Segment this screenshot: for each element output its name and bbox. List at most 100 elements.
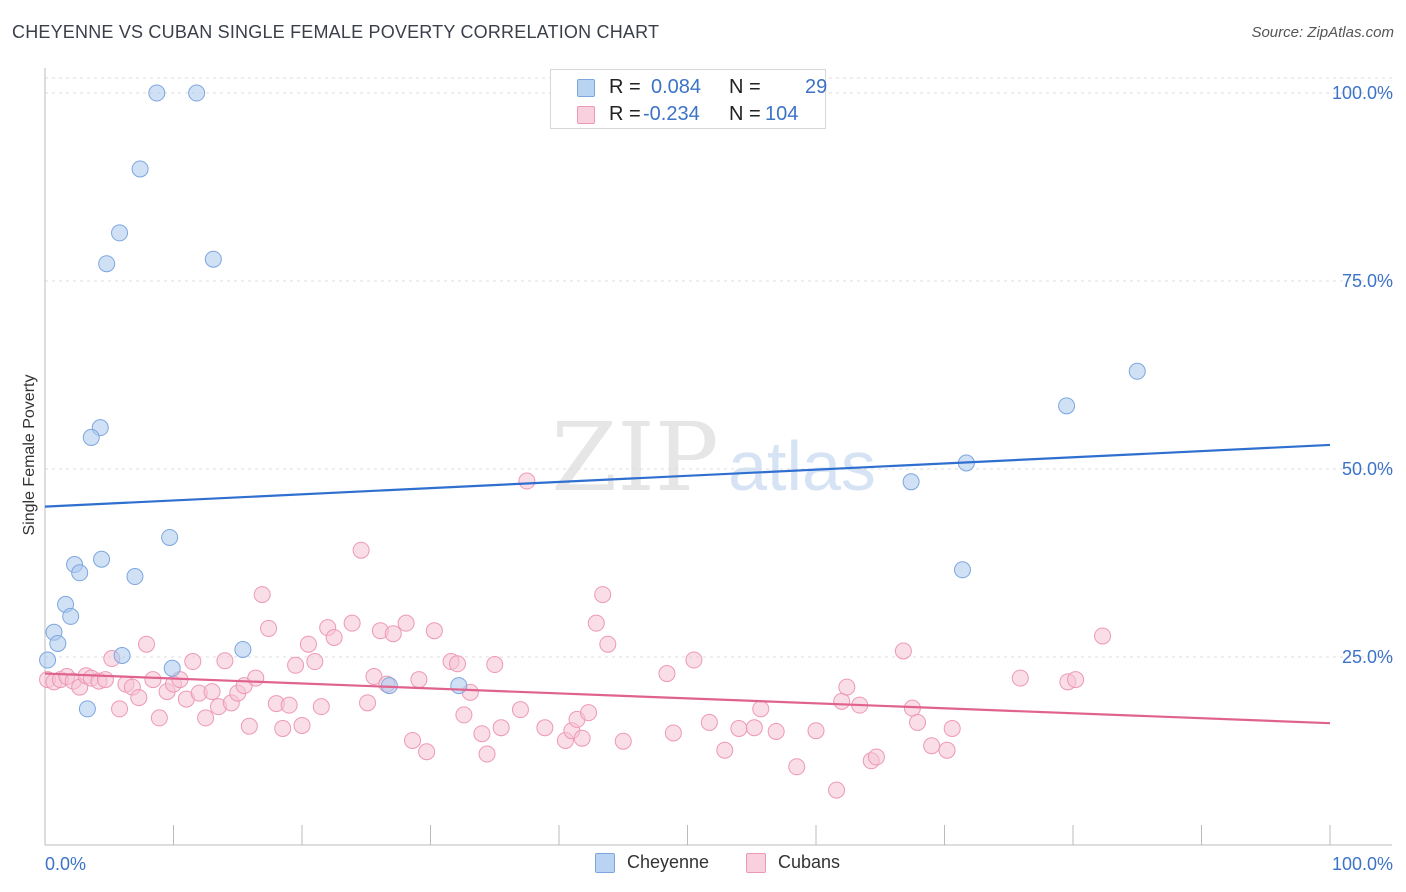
cubans-point [352, 541, 370, 559]
cubans-point [1011, 669, 1029, 687]
cubans-point [486, 656, 504, 674]
cubans-point [247, 669, 265, 687]
r-value: -0.234 [643, 103, 700, 125]
cubans-point [909, 713, 927, 731]
cubans-trend-line [44, 672, 1331, 725]
cubans-point [359, 694, 377, 712]
cubans-point [130, 689, 148, 707]
cheyenne-point [78, 700, 96, 718]
cubans-point [938, 741, 956, 759]
cubans-point [664, 724, 682, 742]
cheyenne-point [111, 224, 129, 242]
source-note: Source: ZipAtlas.com [1251, 24, 1394, 41]
cubans-point [397, 614, 415, 632]
cheyenne-point [71, 564, 89, 582]
n-value: 104 [765, 103, 799, 125]
cheyenne-point [161, 528, 179, 546]
n-value: 29 [805, 76, 828, 98]
cubans-point [1067, 671, 1085, 689]
cubans-swatch [577, 106, 595, 124]
cheyenne-point [163, 659, 181, 677]
cheyenne-swatch [595, 853, 615, 873]
x-tick-label: 0.0% [45, 854, 86, 874]
r-value: 0.084 [651, 76, 702, 98]
stats-legend-row-cheyenne: R = 0.084 N = 29 [551, 75, 828, 101]
cubans-point [730, 719, 748, 737]
cubans-point [511, 701, 529, 719]
cheyenne-point [953, 561, 971, 579]
cubans-point [745, 719, 763, 737]
cubans-point [365, 668, 383, 686]
cheyenne-point [1058, 397, 1076, 415]
cubans-point [325, 628, 343, 646]
cubans-point [448, 655, 466, 673]
y-tick-label: 100.0% [1332, 83, 1393, 103]
cubans-point [833, 692, 851, 710]
cubans-point [767, 722, 785, 740]
r-label: R = [609, 76, 641, 98]
cubans-point [260, 619, 278, 637]
cubans-point [658, 665, 676, 683]
n-label: N = [729, 103, 761, 125]
cubans-point [614, 732, 632, 750]
cubans-point [867, 748, 885, 766]
cubans-point [404, 731, 422, 749]
cheyenne-point [113, 647, 131, 665]
cubans-point [752, 700, 770, 718]
cubans-point [518, 472, 536, 490]
cubans-point [280, 696, 298, 714]
x-tick-label: 100.0% [1332, 854, 1393, 874]
cubans-point [138, 635, 156, 653]
cubans-point [455, 706, 473, 724]
cheyenne-point [49, 634, 67, 652]
cubans-point [312, 698, 330, 716]
cheyenne-point [98, 255, 116, 273]
cubans-point [894, 642, 912, 660]
cubans-point [197, 709, 215, 727]
cubans-point [923, 737, 941, 755]
cubans-point [536, 719, 554, 737]
cheyenne-point [902, 473, 920, 491]
cubans-point [144, 671, 162, 689]
cubans-point [587, 614, 605, 632]
cheyenne-swatch [577, 79, 595, 97]
cubans-point [287, 656, 305, 674]
cubans-point [299, 635, 317, 653]
cubans-point [580, 704, 598, 722]
cheyenne-point [82, 428, 100, 446]
legend-label-cheyenne: Cheyenne [627, 852, 710, 872]
y-tick-label: 50.0% [1342, 459, 1393, 479]
cubans-point [838, 678, 856, 696]
cubans-point [716, 741, 734, 759]
cubans-point [203, 683, 221, 701]
cubans-point [425, 622, 443, 640]
cheyenne-point [204, 250, 222, 268]
cubans-point [111, 700, 129, 718]
cheyenne-point [234, 640, 252, 658]
cubans-swatch [746, 853, 766, 873]
cheyenne-trend-line [44, 443, 1331, 508]
y-tick-label: 75.0% [1342, 271, 1393, 291]
cubans-point [685, 651, 703, 669]
cubans-point [828, 781, 846, 799]
cheyenne-point [1128, 362, 1146, 380]
cheyenne-point [62, 607, 80, 625]
y-tick-label: 25.0% [1342, 647, 1393, 667]
watermark-zip: ZIP [551, 403, 718, 513]
r-label: R = [609, 103, 641, 125]
cheyenne-point [188, 84, 206, 102]
cubans-point [599, 635, 617, 653]
cheyenne-point [450, 677, 468, 695]
cubans-point [1094, 627, 1112, 645]
cubans-point [943, 719, 961, 737]
stats-legend-row-cubans: R = -0.234 N = 104 [551, 102, 825, 128]
n-label: N = [729, 76, 761, 98]
cubans-point [293, 716, 311, 734]
cubans-point [700, 713, 718, 731]
cheyenne-point [126, 568, 144, 586]
cubans-point [384, 625, 402, 643]
cubans-point [274, 719, 292, 737]
cubans-point [306, 653, 324, 671]
cubans-point [418, 743, 436, 761]
